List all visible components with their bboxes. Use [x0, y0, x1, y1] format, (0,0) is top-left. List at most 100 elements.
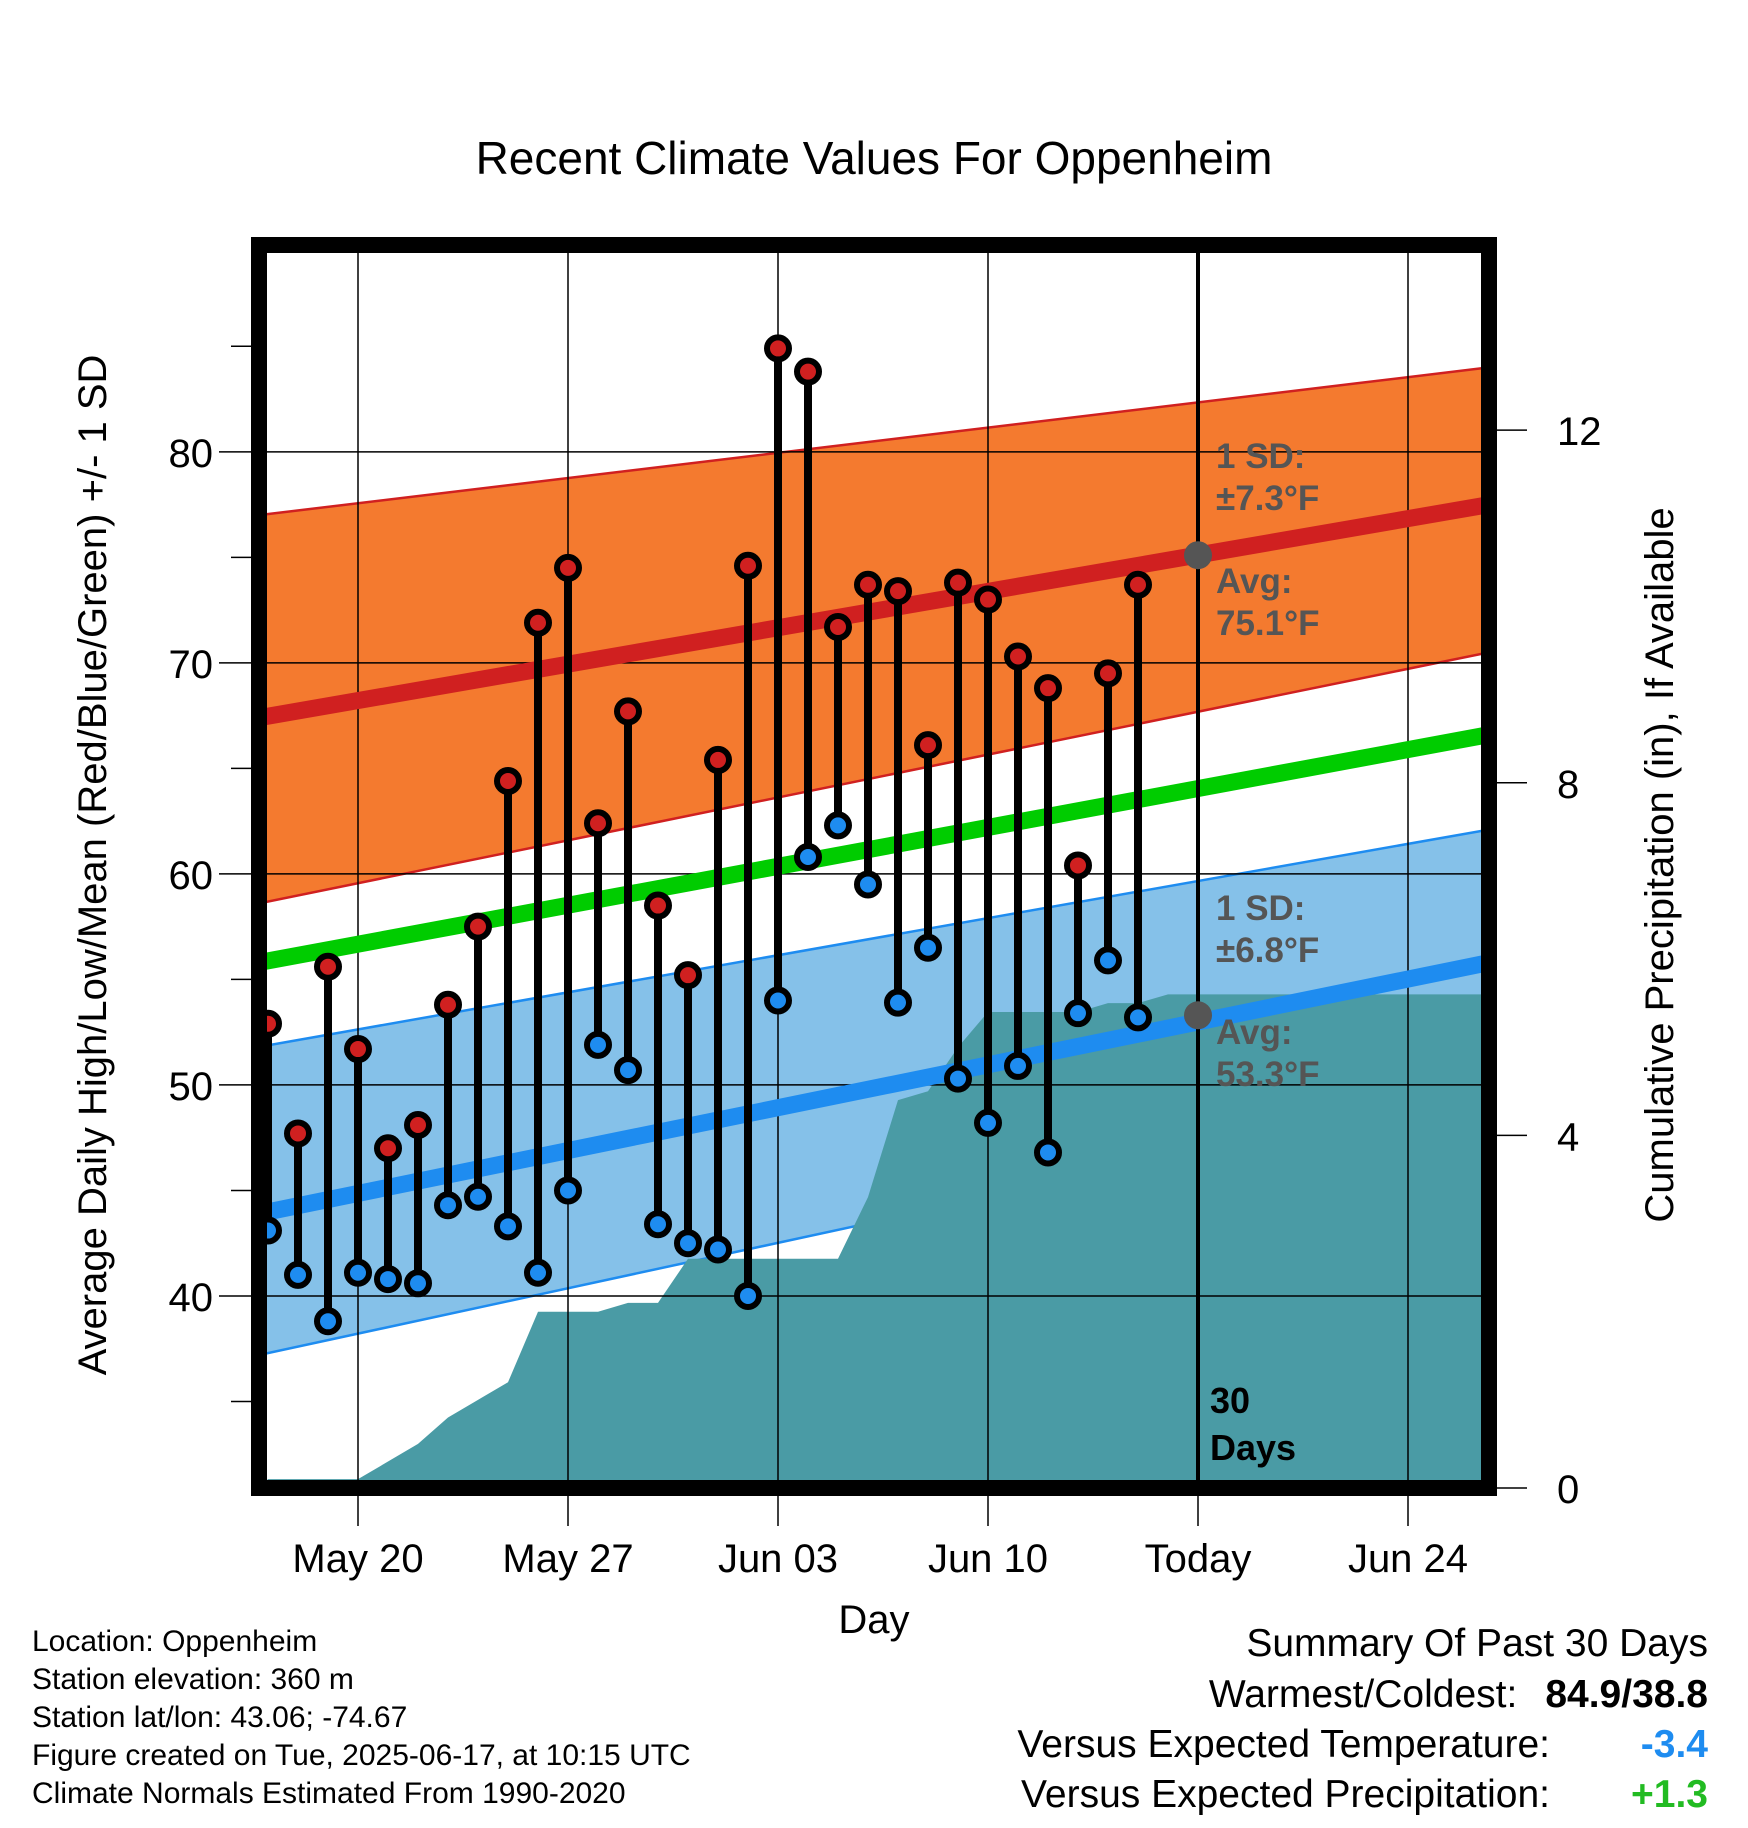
- low-point: [1034, 1138, 1062, 1167]
- low-point: [524, 1258, 552, 1287]
- x-tick-label: Jun 03: [718, 1537, 838, 1581]
- high-point: [584, 809, 612, 838]
- station-info: Location: Oppenheim Station elevation: 3…: [32, 1623, 691, 1813]
- precipitation-area: [259, 994, 1489, 1488]
- low-point: [644, 1210, 672, 1239]
- summary-warmest-label: Warmest/Coldest:: [1208, 1673, 1518, 1716]
- high-point: [464, 912, 492, 941]
- high-point: [614, 697, 642, 726]
- high-point: [374, 1134, 402, 1163]
- high-point: [284, 1119, 312, 1148]
- low-point: [464, 1182, 492, 1211]
- plot-frame: [251, 237, 1497, 1496]
- low-point: [734, 1281, 762, 1310]
- high-point: [1034, 674, 1062, 703]
- low-point: [374, 1265, 402, 1294]
- x-tick-label: May 20: [292, 1537, 423, 1581]
- x-axis-label: Day: [838, 1598, 909, 1642]
- low-point: [614, 1056, 642, 1085]
- info-created: Figure created on Tue, 2025-06-17, at 10…: [32, 1739, 691, 1772]
- low-point: [974, 1108, 1002, 1137]
- high-sd-label: 1 SD:: [1216, 437, 1305, 476]
- window-days-unit: Days: [1210, 1427, 1296, 1468]
- band-edge-high-upper: [259, 366, 1489, 517]
- high-point: [854, 570, 882, 599]
- summary-temp-row: Versus Expected Temperature: -3.4: [1017, 1720, 1708, 1770]
- low-point: [434, 1191, 462, 1220]
- normal-mean-line: [259, 726, 1489, 971]
- summary-title: Summary Of Past 30 Days: [1246, 1622, 1708, 1665]
- x-tick-label: Jun 24: [1348, 1537, 1468, 1581]
- y2-tick-label: 4: [1557, 1115, 1579, 1159]
- high-sd-value: ±7.3°F: [1216, 479, 1319, 518]
- high-avg-label: Avg:: [1216, 562, 1292, 601]
- high-point: [494, 767, 522, 796]
- high-point: [674, 961, 702, 990]
- y2-tick-label: 0: [1557, 1468, 1579, 1512]
- high-point: [824, 612, 852, 641]
- high-point: [404, 1111, 432, 1140]
- summary-precip-row: Versus Expected Precipitation: +1.3: [1017, 1770, 1708, 1820]
- low-sd-label: 1 SD:: [1216, 889, 1305, 928]
- high-point: [794, 357, 822, 386]
- low-point: [404, 1269, 432, 1298]
- high-point: [644, 891, 672, 920]
- window-days-number: 30: [1210, 1380, 1250, 1421]
- summary-panel: Summary Of Past 30 Days Warmest/Coldest:…: [1017, 1618, 1708, 1820]
- low-point: [1094, 946, 1122, 975]
- high-avg-value: 75.1°F: [1216, 604, 1320, 643]
- low-point: [704, 1235, 732, 1264]
- high-point: [944, 568, 972, 597]
- chart-title: Recent Climate Values For Oppenheim: [476, 132, 1273, 184]
- low-sd-value: ±6.8°F: [1216, 931, 1319, 970]
- high-point: [344, 1035, 372, 1064]
- summary-precip-label: Versus Expected Precipitation:: [1021, 1773, 1550, 1816]
- info-elevation: Station elevation: 360 m: [32, 1663, 354, 1696]
- low-point: [854, 870, 882, 899]
- low-point: [884, 988, 912, 1017]
- high-point: [884, 577, 912, 606]
- summary-temp-label: Versus Expected Temperature:: [1017, 1723, 1550, 1766]
- high-point: [1004, 642, 1032, 671]
- low-point: [914, 933, 942, 962]
- high-point: [524, 608, 552, 637]
- low-avg-value: 53.3°F: [1216, 1055, 1320, 1094]
- low-point: [794, 843, 822, 872]
- y-tick-label: 50: [169, 1065, 214, 1109]
- high-point: [1124, 570, 1152, 599]
- high-point: [434, 990, 462, 1019]
- info-latlon: Station lat/lon: 43.06; -74.67: [32, 1701, 408, 1734]
- low-point: [494, 1212, 522, 1241]
- low-point: [674, 1229, 702, 1258]
- today-high-normal-marker: [1184, 541, 1212, 570]
- y2-tick-label: 8: [1557, 763, 1579, 807]
- low-point: [824, 811, 852, 840]
- summary-temp-value: -3.4: [1640, 1723, 1708, 1766]
- today-low-normal-marker: [1184, 1001, 1212, 1030]
- normal-high-line: [259, 496, 1489, 727]
- low-point: [1004, 1051, 1032, 1080]
- summary-precip-value: +1.3: [1631, 1773, 1708, 1816]
- high-point: [704, 745, 732, 774]
- low-point: [944, 1064, 972, 1093]
- low-point: [1124, 1003, 1152, 1032]
- low-avg-label: Avg:: [1216, 1013, 1292, 1052]
- high-point: [554, 553, 582, 582]
- y-tick-label: 60: [169, 854, 214, 898]
- band-edge-low-upper: [259, 828, 1489, 1049]
- band-edge-high-lower: [259, 651, 1489, 905]
- x-tick-label: Today: [1145, 1537, 1252, 1581]
- info-normals: Climate Normals Estimated From 1990-2020: [32, 1777, 626, 1810]
- x-tick-label: Jun 10: [928, 1537, 1048, 1581]
- low-point: [284, 1260, 312, 1289]
- x-tick-label: May 27: [502, 1537, 633, 1581]
- low-point: [554, 1176, 582, 1205]
- low-point: [344, 1258, 372, 1287]
- y-tick-label: 40: [169, 1276, 214, 1320]
- y2-tick-label: 12: [1557, 410, 1602, 454]
- plot-content: [259, 245, 1489, 1488]
- y-axis-label: Average Daily High/Low/Mean (Red/Blue/Gr…: [71, 355, 115, 1376]
- normal-low-line: [259, 954, 1489, 1222]
